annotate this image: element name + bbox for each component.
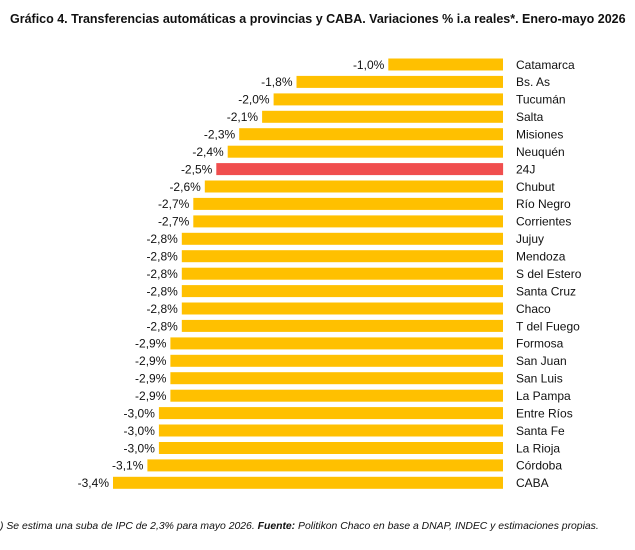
bar-7 [204, 180, 504, 193]
chart-title: Gráfico 4. Transferencias automáticas a … [10, 12, 626, 26]
data-label-5: -2,4% [192, 145, 224, 159]
bar-13 [181, 285, 504, 298]
category-label-2: Tucumán [516, 93, 566, 107]
bar-5 [227, 145, 503, 158]
category-label-12: S del Estero [516, 267, 582, 281]
footnote-note: ) Se estima una suba de IPC de 2,3% para… [0, 521, 255, 532]
category-label-24: CABA [516, 476, 549, 490]
bar-18 [170, 372, 503, 385]
bar-11 [181, 250, 504, 263]
bar-19 [170, 389, 503, 402]
category-label-10: Jujuy [516, 232, 544, 246]
data-label-19: -2,9% [135, 389, 167, 403]
data-label-12: -2,8% [146, 267, 178, 281]
data-label-23: -3,1% [112, 459, 144, 473]
data-label-3: -2,1% [227, 110, 259, 124]
source-label: Fuente: [257, 521, 296, 532]
bar-1 [296, 75, 503, 88]
bar-3 [262, 110, 503, 123]
category-label-11: Mendoza [516, 250, 566, 264]
data-label-4: -2,3% [204, 128, 236, 142]
bar-8 [193, 197, 504, 210]
data-label-20: -3,0% [124, 406, 156, 420]
bar-6 [216, 163, 504, 176]
bar-15 [181, 319, 504, 332]
category-label-16: Formosa [516, 337, 564, 351]
data-label-8: -2,7% [158, 197, 190, 211]
data-label-7: -2,6% [169, 180, 201, 194]
bar-16 [170, 337, 503, 350]
category-label-23: Córdoba [516, 459, 562, 473]
data-label-13: -2,8% [146, 284, 178, 298]
data-label-2: -2,0% [238, 93, 270, 107]
bar-0 [388, 58, 503, 71]
bar-chart: -1,0% Catamarca -1,8% Bs. As -2,0% Tucumán -2,… [78, 58, 582, 490]
category-label-3: Salta [516, 110, 544, 124]
category-label-21: Santa Fe [516, 424, 565, 438]
data-label-1: -1,8% [261, 75, 293, 89]
bar-9 [193, 215, 504, 228]
bar-10 [181, 232, 504, 245]
source-text: Politikon Chaco en base a DNAP, INDEC y … [298, 521, 599, 532]
data-label-18: -2,9% [135, 372, 167, 386]
data-label-6: -2,5% [181, 162, 213, 176]
bar-4 [239, 128, 503, 141]
data-label-21: -3,0% [124, 424, 156, 438]
data-label-16: -2,9% [135, 337, 167, 351]
category-label-6: 24J [516, 162, 535, 176]
category-label-15: T del Fuego [516, 319, 580, 333]
category-label-22: La Rioja [516, 441, 560, 455]
data-label-22: -3,0% [124, 441, 156, 455]
data-label-15: -2,8% [146, 319, 178, 333]
category-label-20: Entre Ríos [516, 406, 573, 420]
bar-20 [158, 407, 503, 420]
category-label-4: Misiones [516, 128, 563, 142]
data-label-11: -2,8% [146, 250, 178, 264]
bar-2 [273, 93, 503, 106]
category-label-17: San Juan [516, 354, 567, 368]
category-label-7: Chubut [516, 180, 555, 194]
category-label-14: Chaco [516, 302, 551, 316]
data-label-14: -2,8% [146, 302, 178, 316]
category-label-8: Río Negro [516, 197, 571, 211]
category-label-5: Neuquén [516, 145, 565, 159]
category-label-9: Corrientes [516, 215, 571, 229]
bar-23 [147, 459, 503, 472]
category-label-18: San Luis [516, 372, 563, 386]
category-label-1: Bs. As [516, 75, 550, 89]
footnote: ) Se estima una suba de IPC de 2,3% para… [0, 521, 599, 532]
data-label-17: -2,9% [135, 354, 167, 368]
data-label-0: -1,0% [353, 58, 385, 72]
category-label-0: Catamarca [516, 58, 575, 72]
bar-22 [158, 442, 503, 454]
data-label-9: -2,7% [158, 215, 190, 229]
bar-17 [170, 354, 503, 367]
data-label-24: -3,4% [78, 476, 110, 490]
data-label-10: -2,8% [146, 232, 178, 246]
category-label-19: La Pampa [516, 389, 571, 403]
category-label-13: Santa Cruz [516, 284, 576, 298]
bar-21 [158, 424, 503, 437]
bar-12 [181, 267, 504, 280]
bar-24 [113, 476, 503, 489]
bar-14 [181, 302, 504, 315]
